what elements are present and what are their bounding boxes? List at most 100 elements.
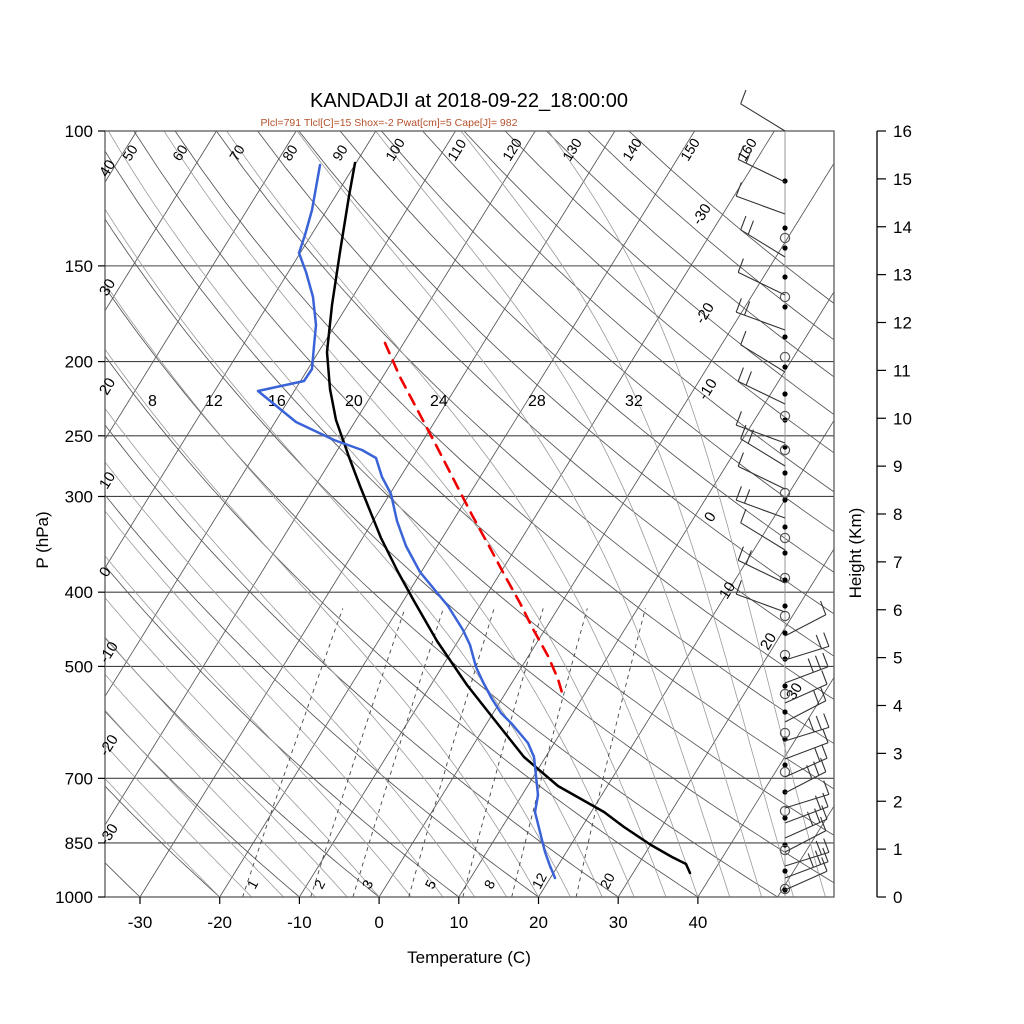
sounding-traces xyxy=(256,161,692,880)
y2-tick-4: 4 xyxy=(893,697,902,716)
isotherm-label-mid-20: 20 xyxy=(345,393,363,410)
wind-barb xyxy=(784,744,828,778)
x-tick-10: 10 xyxy=(449,913,468,932)
y2-tick-11: 11 xyxy=(893,361,911,380)
wind-level-circle xyxy=(779,232,791,244)
y-tick-500: 500 xyxy=(65,657,93,676)
wind-level-dot xyxy=(782,364,788,370)
y-tick-400: 400 xyxy=(65,583,93,602)
wind-level-dot xyxy=(782,245,788,251)
wind-barb xyxy=(784,600,827,637)
wind-level-dot xyxy=(782,683,788,689)
wind-barb xyxy=(737,258,786,296)
wind-level-dot xyxy=(782,304,788,310)
wind-level-circle xyxy=(779,351,791,363)
wind-level-dot xyxy=(782,630,788,636)
dry-adiabat-label-80: 80 xyxy=(279,142,301,164)
wind-barb xyxy=(737,145,786,183)
wind-barb xyxy=(784,632,830,661)
wind-level-dot xyxy=(782,178,788,184)
wind-barb xyxy=(735,580,786,613)
wind-level-dot xyxy=(782,550,788,556)
wind-level-dot xyxy=(782,225,788,231)
isotherm-label-right-10: 10 xyxy=(716,579,739,602)
plot-frame xyxy=(104,130,835,898)
wind-level-dot xyxy=(782,334,788,340)
wind-barb xyxy=(740,89,786,132)
y-tick-1000: 1000 xyxy=(55,888,93,907)
wind-level-circle xyxy=(779,410,791,422)
wind-barb xyxy=(784,857,828,891)
isotherm-label-mid-24: 24 xyxy=(430,393,448,410)
wind-barb xyxy=(784,838,830,867)
page-title: KANDADJI at 2018-09-22_18:00:00 xyxy=(310,90,628,112)
isotherm-label-mid-16: 16 xyxy=(268,393,286,410)
wind-level-circle xyxy=(779,883,791,895)
wind-level-circle xyxy=(779,444,791,456)
y2-tick-0: 0 xyxy=(893,888,902,907)
y2-tick-8: 8 xyxy=(893,505,902,524)
y2-tick-2: 2 xyxy=(893,792,902,811)
y-tick-700: 700 xyxy=(65,769,93,788)
x-tick--20: -20 xyxy=(207,913,232,932)
wind-barb xyxy=(784,757,827,794)
wind-level-circle xyxy=(779,532,791,544)
wind-barb xyxy=(784,805,828,839)
wind-level-dot xyxy=(782,391,788,397)
wind-level-circle xyxy=(779,610,791,622)
y2-tick-14: 14 xyxy=(893,218,912,237)
sounding-indices-subtitle: Plcl=791 Tlcl[C]=15 Shox=-2 Pwat[cm]=5 C… xyxy=(261,117,518,129)
y2-tick-7: 7 xyxy=(893,553,902,572)
dry-adiabat-label-60: 60 xyxy=(169,142,191,164)
x-tick-40: 40 xyxy=(688,913,707,932)
wind-barb xyxy=(735,298,786,331)
wind-barb xyxy=(740,330,786,373)
wind-barb xyxy=(784,652,829,684)
wind-level-dot xyxy=(782,868,788,874)
wind-barb xyxy=(784,792,829,824)
isotherm-label-left-10: 10 xyxy=(96,469,119,492)
wind-level-dot xyxy=(782,789,788,795)
mixing-ratio-label-20: 20 xyxy=(597,870,619,891)
x-axis-label: Temperature (C) xyxy=(407,948,531,967)
isotherm-label-left-20: 20 xyxy=(96,375,119,398)
y2-tick-9: 9 xyxy=(893,457,902,476)
wind-barb xyxy=(735,182,786,215)
wind-barb-column xyxy=(735,89,830,897)
dry-adiabat-label-90: 90 xyxy=(329,142,351,164)
wind-level-dot xyxy=(782,709,788,715)
y2-tick-13: 13 xyxy=(893,266,912,285)
y-tick-200: 200 xyxy=(65,353,93,372)
y2-tick-1: 1 xyxy=(893,840,902,859)
dry-adiabat-label-70: 70 xyxy=(226,142,248,164)
x-tick--30: -30 xyxy=(128,913,153,932)
wind-level-circle xyxy=(779,688,791,700)
y-tick-100: 100 xyxy=(65,122,93,141)
wind-barb xyxy=(737,452,786,490)
isotherm-label-left-40: 40 xyxy=(96,157,119,180)
wind-barb xyxy=(737,546,786,584)
wind-barb xyxy=(740,508,786,551)
isotherm-label-mid-8: 8 xyxy=(148,393,157,410)
wind-level-circle xyxy=(779,291,791,303)
y-tick-150: 150 xyxy=(65,257,93,276)
y2-tick-3: 3 xyxy=(893,744,902,763)
wind-barb xyxy=(735,486,786,519)
wind-level-dot xyxy=(782,274,788,280)
wind-level-dot xyxy=(782,815,788,821)
dry-adiabat-label-50: 50 xyxy=(119,142,141,164)
wind-barb xyxy=(740,424,786,467)
isotherm-label-mid-32: 32 xyxy=(625,393,643,410)
parcel-trace xyxy=(383,341,565,698)
y2-tick-5: 5 xyxy=(893,649,902,668)
wind-level-dot xyxy=(782,577,788,583)
y-tick-850: 850 xyxy=(65,834,93,853)
wind-barb xyxy=(784,728,829,760)
isotherm-label-mid-28: 28 xyxy=(528,393,546,410)
x-tick-0: 0 xyxy=(374,913,383,932)
wind-barb xyxy=(784,713,830,742)
